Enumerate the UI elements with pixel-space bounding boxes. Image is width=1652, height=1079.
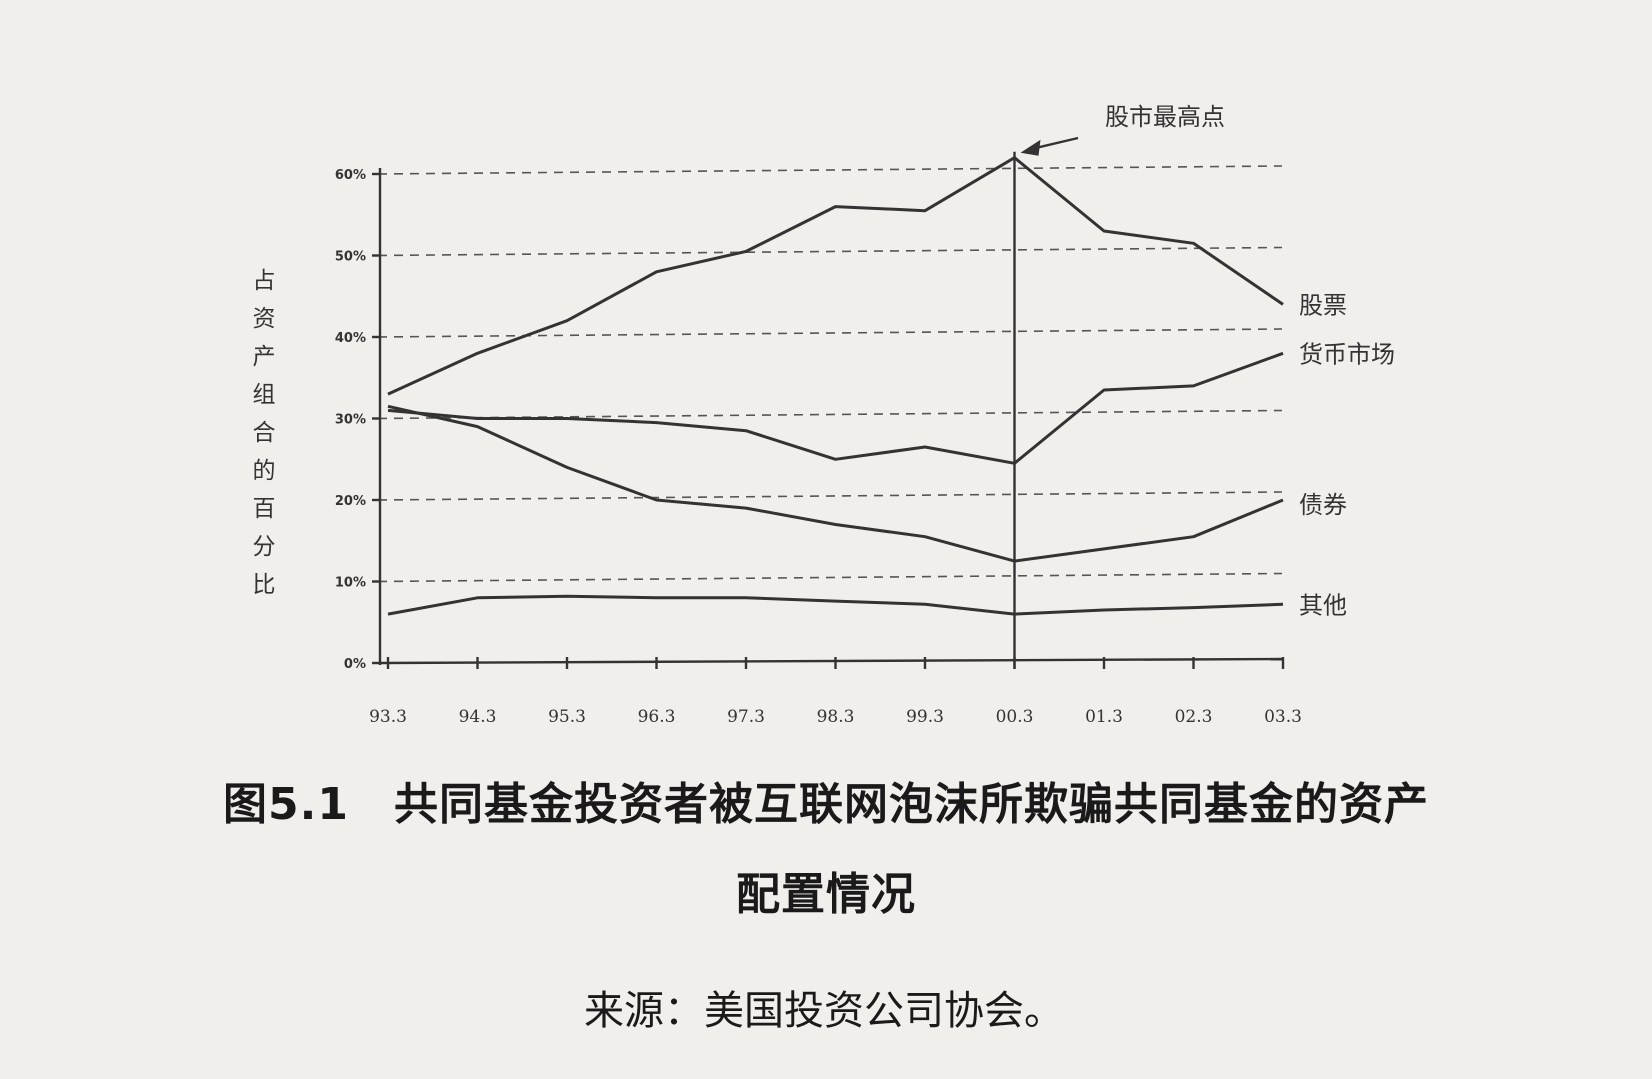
gridline — [377, 328, 1283, 338]
gridlines — [377, 165, 1283, 583]
y-axis-label-char: 比 — [253, 572, 276, 598]
series-lines — [387, 156, 1284, 616]
series-label: 其他 — [1299, 591, 1347, 619]
y-axis-label-char: 合 — [253, 420, 276, 446]
x-tick-label: 03.3 — [1264, 707, 1302, 727]
y-axis-label-char: 产 — [253, 344, 276, 370]
annotation-text: 股市最高点 — [1105, 103, 1225, 131]
y-tick-label: 50% — [335, 250, 366, 265]
series-label: 股票 — [1299, 291, 1347, 319]
y-tick-label: 10% — [335, 576, 366, 591]
series-line — [387, 594, 1284, 616]
x-tick-label: 98.3 — [817, 707, 855, 727]
gridline — [377, 246, 1283, 257]
y-tick-label: 20% — [335, 494, 366, 509]
y-tick-label: 0% — [344, 657, 366, 672]
y-tick-label: 30% — [335, 413, 366, 428]
gridline — [377, 572, 1283, 583]
gridline — [377, 165, 1283, 175]
series-label: 债券 — [1299, 491, 1347, 519]
y-tick-label: 40% — [335, 331, 366, 346]
annotation-arrow-head — [1020, 139, 1041, 156]
line-chart: 0% 10% 20% 30% 40% 50% 60% 93.3 94.3 95.3 96.3 97.… — [253, 103, 1396, 727]
figure-caption-line-1: 图5.1 共同基金投资者被互联网泡沫所欺骗共同基金的资产 — [223, 779, 1429, 830]
x-tick-label: 94.3 — [459, 707, 497, 727]
x-tick-label: 97.3 — [727, 707, 765, 727]
x-axis-line — [379, 657, 1283, 665]
x-tick-label: 95.3 — [548, 707, 586, 727]
figure-caption-line-2: 配置情况 — [736, 869, 916, 920]
x-tick-label: 01.3 — [1085, 707, 1123, 727]
series-line — [387, 351, 1284, 465]
series-label: 货币市场 — [1299, 340, 1395, 368]
x-tick-label: 99.3 — [906, 707, 944, 727]
peak-annotation: 股市最高点 — [1013, 103, 1225, 669]
gridline — [377, 491, 1283, 501]
series-line — [387, 156, 1284, 396]
y-axis-label-char: 的 — [253, 458, 276, 484]
x-tick-label: 02.3 — [1175, 707, 1213, 727]
source-note: 来源：美国投资公司协会。 — [584, 988, 1064, 1034]
y-axis-label-char: 分 — [253, 534, 276, 560]
series-line — [387, 404, 1284, 563]
x-tick-label: 96.3 — [638, 707, 676, 727]
axes — [372, 168, 1285, 669]
x-tick-label: 93.3 — [369, 707, 407, 727]
y-axis-label-char: 资 — [253, 306, 276, 332]
x-tick-labels: 93.3 94.3 95.3 96.3 97.3 98.3 99.3 00.3 01.3 02.3… — [369, 707, 1302, 727]
y-axis-label-char: 占 — [253, 268, 276, 294]
y-tick-labels: 0% 10% 20% 30% 40% 50% 60% — [335, 168, 366, 672]
x-tick-label: 00.3 — [996, 707, 1034, 727]
y-axis-label-char: 组 — [253, 382, 276, 408]
y-tick-label: 60% — [335, 168, 366, 183]
y-axis-label-char: 百 — [253, 496, 276, 522]
